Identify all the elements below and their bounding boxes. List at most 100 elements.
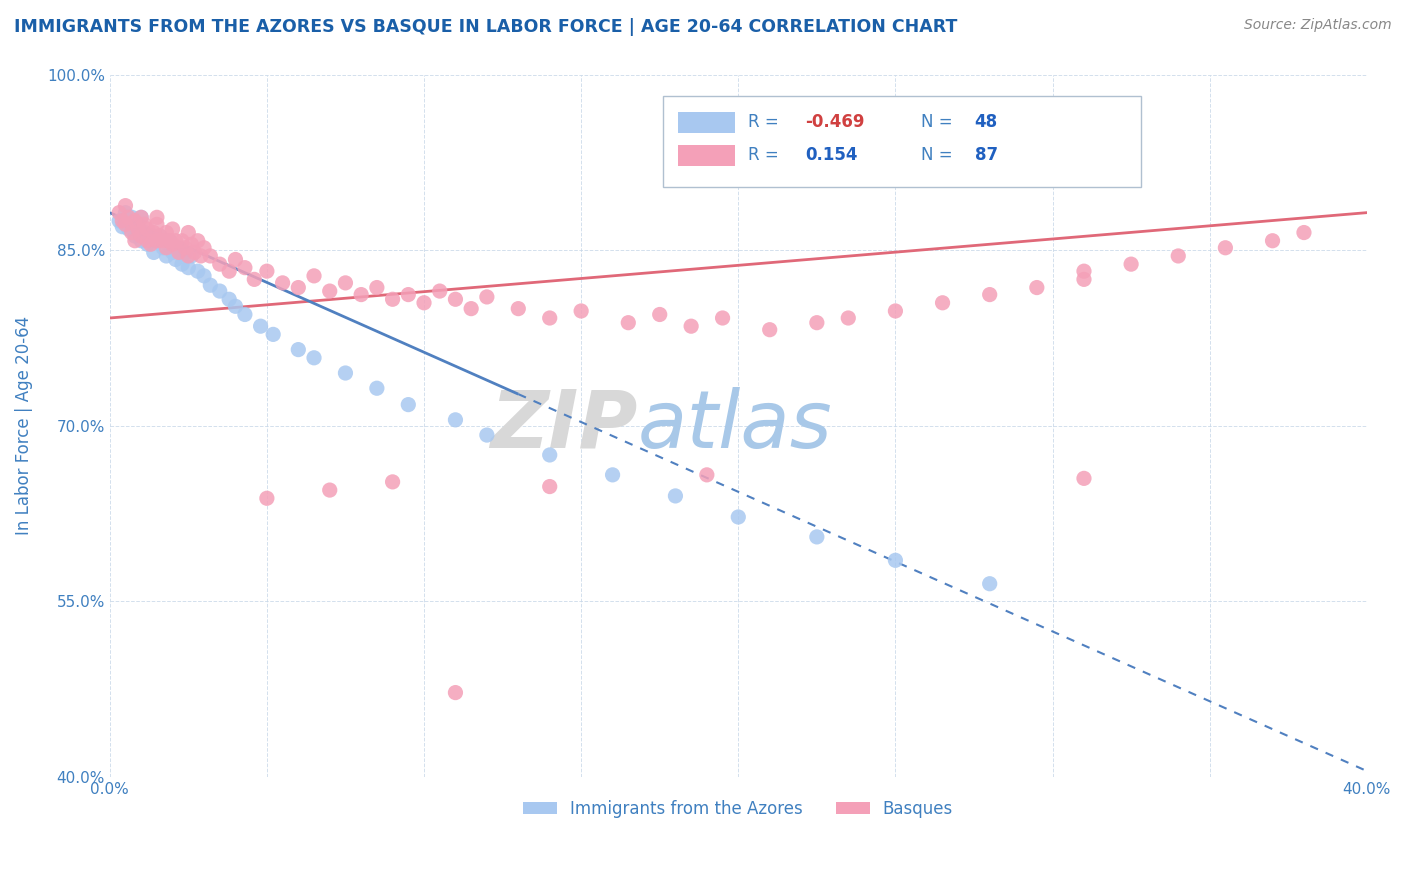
- Point: [200, 249, 222, 263]
- Point: [1261, 234, 1284, 248]
- Point: [167, 245, 190, 260]
- Point: [319, 284, 342, 298]
- Point: [111, 214, 134, 228]
- Point: [1025, 280, 1047, 294]
- Point: [208, 284, 231, 298]
- Point: [121, 211, 143, 225]
- Point: [302, 268, 325, 283]
- Point: [187, 234, 209, 248]
- Point: [648, 308, 671, 322]
- Point: [224, 299, 246, 313]
- Point: [931, 295, 953, 310]
- Point: [114, 199, 136, 213]
- Point: [180, 249, 202, 263]
- Point: [177, 249, 200, 263]
- Point: [117, 222, 139, 236]
- Point: [837, 311, 859, 326]
- Point: [335, 366, 357, 380]
- Point: [159, 234, 181, 248]
- Point: [187, 264, 209, 278]
- Bar: [678, 145, 734, 166]
- Point: [149, 229, 172, 244]
- Legend: Immigrants from the Azores, Basques: Immigrants from the Azores, Basques: [517, 793, 960, 825]
- Point: [249, 319, 271, 334]
- Point: [233, 260, 256, 275]
- Point: [1073, 264, 1095, 278]
- Point: [146, 218, 169, 232]
- Point: [1292, 226, 1315, 240]
- Point: [174, 241, 197, 255]
- Point: [366, 280, 388, 294]
- Point: [979, 576, 1001, 591]
- Point: [350, 287, 373, 301]
- Point: [180, 237, 202, 252]
- Point: [136, 222, 159, 236]
- Point: [162, 222, 184, 236]
- Point: [1073, 471, 1095, 485]
- Point: [111, 219, 134, 234]
- Text: IMMIGRANTS FROM THE AZORES VS BASQUE IN LABOR FORCE | AGE 20-64 CORRELATION CHAR: IMMIGRANTS FROM THE AZORES VS BASQUE IN …: [14, 18, 957, 36]
- Point: [155, 226, 177, 240]
- Point: [146, 234, 169, 248]
- Point: [124, 229, 146, 244]
- Point: [711, 311, 734, 326]
- Point: [396, 287, 419, 301]
- Point: [381, 475, 404, 489]
- Point: [139, 229, 162, 244]
- Point: [146, 234, 169, 248]
- Point: [108, 214, 131, 228]
- Point: [162, 245, 184, 260]
- Point: [444, 685, 467, 699]
- Point: [475, 290, 498, 304]
- Point: [124, 214, 146, 228]
- Point: [224, 252, 246, 267]
- Point: [165, 252, 187, 267]
- Point: [396, 398, 419, 412]
- Point: [681, 319, 703, 334]
- Point: [806, 530, 828, 544]
- Point: [146, 211, 169, 225]
- Point: [152, 241, 174, 255]
- Text: R =: R =: [748, 146, 785, 164]
- Point: [155, 249, 177, 263]
- Point: [193, 241, 215, 255]
- Point: [287, 280, 309, 294]
- Point: [1073, 272, 1095, 286]
- Point: [190, 249, 212, 263]
- Point: [256, 264, 278, 278]
- Point: [979, 287, 1001, 301]
- Text: 87: 87: [974, 146, 998, 164]
- Text: atlas: atlas: [638, 387, 832, 465]
- Point: [124, 234, 146, 248]
- Point: [302, 351, 325, 365]
- Point: [218, 293, 240, 307]
- Point: [538, 448, 561, 462]
- Point: [139, 237, 162, 252]
- Point: [129, 211, 152, 225]
- Text: 0.154: 0.154: [804, 146, 858, 164]
- Point: [256, 491, 278, 506]
- Text: ZIP: ZIP: [491, 387, 638, 465]
- Point: [569, 304, 592, 318]
- Point: [806, 316, 828, 330]
- Point: [538, 311, 561, 326]
- Point: [165, 234, 187, 248]
- Point: [413, 295, 436, 310]
- Point: [174, 245, 197, 260]
- Point: [208, 257, 231, 271]
- Point: [335, 276, 357, 290]
- Text: R =: R =: [748, 113, 785, 131]
- Point: [429, 284, 451, 298]
- Point: [200, 278, 222, 293]
- Point: [1119, 257, 1142, 271]
- Point: [134, 218, 156, 232]
- Text: -0.469: -0.469: [804, 113, 865, 131]
- FancyBboxPatch shape: [662, 95, 1140, 187]
- Y-axis label: In Labor Force | Age 20-64: In Labor Force | Age 20-64: [15, 316, 32, 535]
- Point: [444, 413, 467, 427]
- Point: [142, 226, 165, 240]
- Text: N =: N =: [921, 146, 957, 164]
- Point: [177, 260, 200, 275]
- Point: [117, 211, 139, 225]
- Text: N =: N =: [921, 113, 957, 131]
